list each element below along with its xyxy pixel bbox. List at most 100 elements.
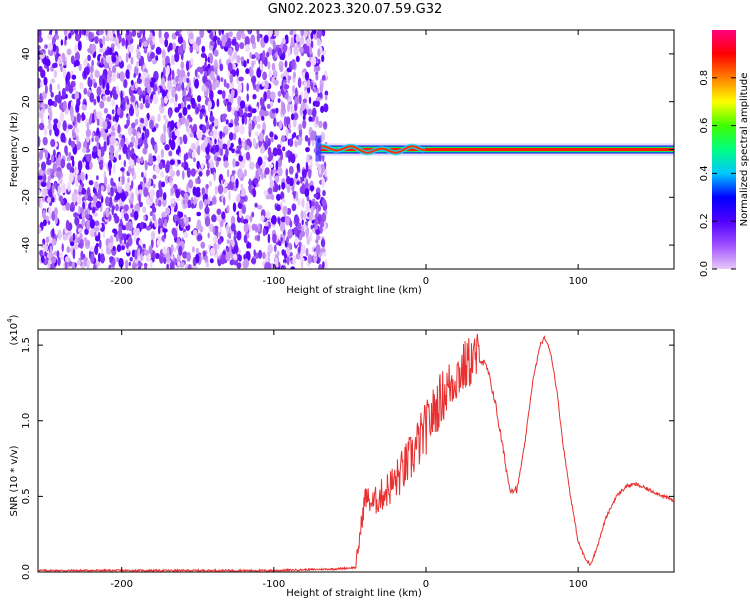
noise-speckle — [232, 132, 237, 141]
noise-speckle — [298, 123, 303, 131]
noise-speckle — [45, 236, 50, 244]
noise-speckle — [177, 46, 184, 56]
noise-speckle — [278, 184, 281, 191]
noise-speckle — [111, 55, 117, 63]
noise-speckle — [115, 191, 119, 201]
noise-speckle — [200, 241, 206, 249]
noise-speckle — [175, 220, 179, 227]
noise-speckle — [267, 61, 271, 70]
noise-speckle — [229, 180, 232, 189]
noise-speckle — [246, 58, 250, 64]
noise-speckle — [273, 244, 277, 253]
noise-speckle — [177, 261, 181, 267]
noise-speckle — [146, 195, 150, 206]
noise-speckle — [233, 51, 238, 60]
noise-speckle — [161, 97, 165, 108]
noise-speckle — [51, 197, 55, 203]
noise-speckle — [60, 39, 64, 46]
noise-speckle — [257, 156, 263, 166]
noise-speckle — [113, 213, 118, 219]
noise-speckle — [297, 77, 302, 88]
noise-speckle — [249, 161, 255, 170]
noise-speckle — [196, 36, 202, 46]
noise-speckle — [136, 157, 141, 164]
noise-speckle — [209, 140, 213, 146]
noise-speckle — [66, 156, 71, 162]
noise-speckle — [220, 254, 226, 265]
noise-speckle — [80, 187, 87, 195]
noise-speckle — [286, 183, 291, 193]
noise-speckle — [118, 258, 124, 268]
noise-speckle — [129, 256, 133, 262]
noise-speckle — [239, 42, 245, 50]
noise-speckle — [240, 183, 244, 190]
noise-speckle — [38, 65, 43, 73]
noise-speckle — [195, 106, 200, 114]
noise-speckle — [97, 252, 101, 263]
noise-speckle — [272, 147, 278, 157]
noise-speckle — [75, 179, 79, 188]
noise-speckle — [200, 53, 207, 58]
noise-speckle — [67, 234, 70, 240]
noise-speckle — [71, 159, 75, 168]
noise-speckle — [91, 59, 94, 67]
noise-speckle — [78, 63, 82, 72]
noise-speckle — [293, 226, 298, 235]
noise-speckle — [74, 216, 80, 226]
noise-speckle — [44, 44, 48, 49]
noise-speckle — [213, 242, 217, 249]
noise-speckle — [142, 40, 148, 48]
noise-speckle — [64, 256, 70, 263]
noise-speckle — [103, 132, 107, 141]
noise-speckle — [106, 96, 111, 102]
noise-speckle — [69, 207, 75, 212]
noise-speckle — [259, 109, 265, 118]
noise-speckle — [110, 131, 116, 137]
noise-speckle — [63, 30, 68, 37]
noise-speckle — [96, 175, 99, 181]
colorbar: 0.0 0.2 0.4 0.6 0.8 Normalized spectral ampl… — [699, 30, 750, 277]
noise-speckle — [227, 69, 231, 79]
noise-speckle — [40, 243, 45, 249]
noise-speckle — [254, 131, 259, 136]
y-axis-ticks: -40 -20 0 20 40 — [21, 48, 674, 253]
noise-speckle — [38, 44, 41, 51]
noise-speckle — [236, 230, 242, 241]
noise-speckle — [290, 113, 295, 121]
noise-speckle — [169, 260, 175, 269]
noise-speckle — [270, 91, 276, 101]
noise-speckle — [79, 232, 83, 240]
noise-speckle — [272, 70, 278, 78]
noise-speckle — [60, 251, 63, 261]
noise-speckle — [94, 245, 99, 255]
noise-speckle — [66, 246, 71, 254]
noise-speckle — [311, 215, 316, 220]
noise-speckle — [211, 82, 217, 91]
noise-speckle — [249, 68, 254, 78]
noise-speckle — [77, 227, 83, 233]
y-axis-label: SNR (10 * v/v) — [9, 445, 20, 516]
noise-speckle — [167, 80, 173, 91]
noise-speckle — [115, 233, 119, 243]
noise-speckle — [114, 150, 119, 159]
noise-speckle — [233, 253, 238, 261]
noise-speckle — [302, 98, 307, 104]
noise-speckle — [57, 185, 62, 196]
noise-speckle — [321, 199, 327, 207]
noise-speckle — [267, 187, 273, 195]
noise-speckle — [314, 100, 320, 108]
noise-speckle — [96, 127, 100, 136]
noise-speckle — [144, 264, 148, 269]
y-tick-label: 40 — [21, 48, 32, 61]
noise-speckle — [152, 174, 157, 180]
noise-speckle — [50, 138, 56, 148]
noise-speckle — [101, 57, 104, 66]
noise-speckle — [235, 149, 241, 154]
noise-speckle — [204, 55, 208, 63]
noise-speckle — [298, 241, 302, 247]
noise-speckle — [73, 193, 78, 203]
noise-speckle — [204, 216, 211, 227]
noise-speckle — [68, 32, 72, 39]
colorbar-tick-label: 0.2 — [699, 213, 710, 229]
noise-speckle — [265, 210, 271, 220]
